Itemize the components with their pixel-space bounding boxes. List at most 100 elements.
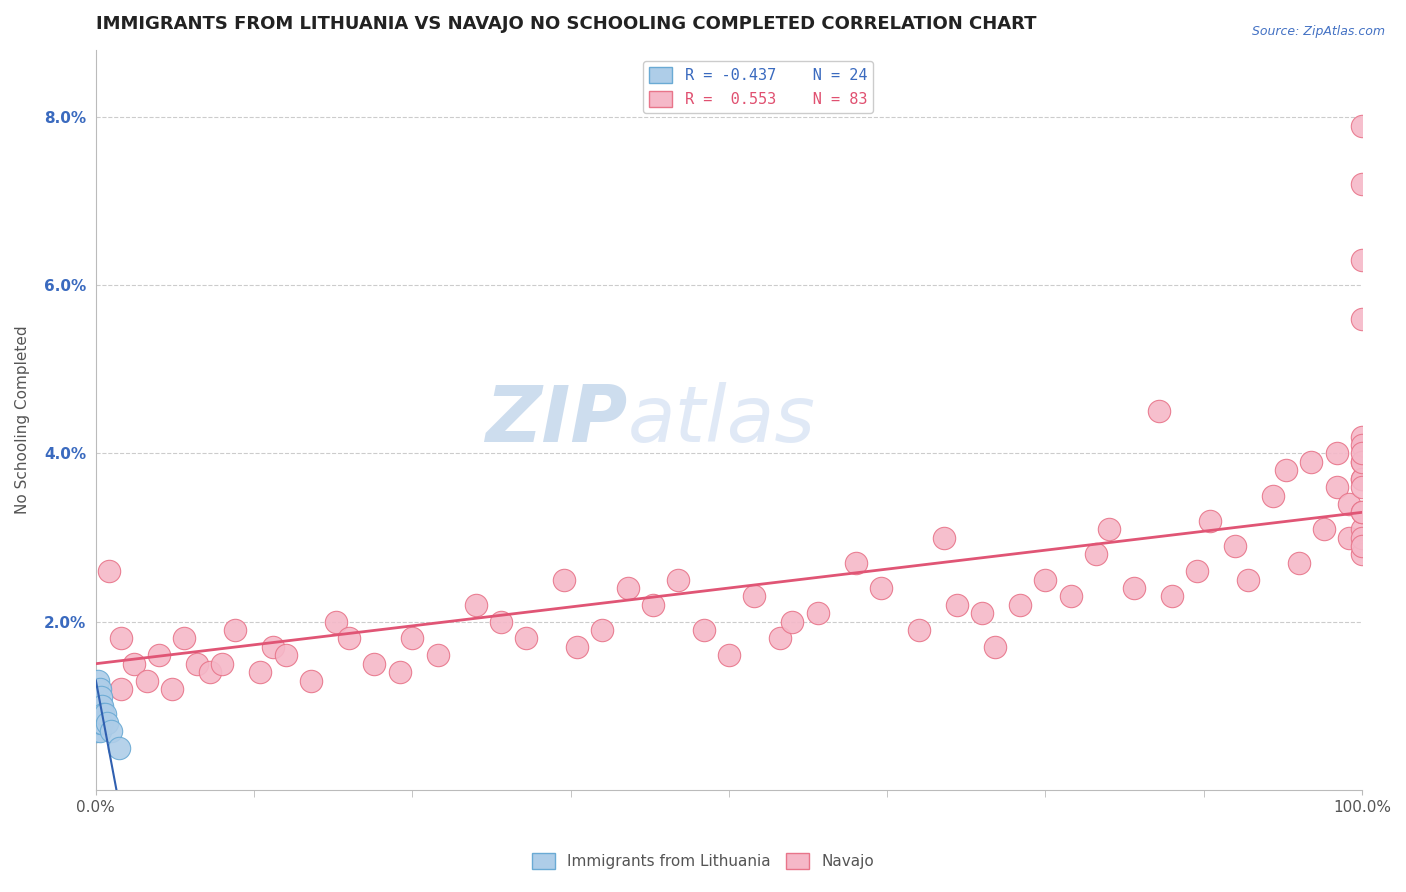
Point: [1351, 472, 1374, 486]
Point: [1199, 514, 1222, 528]
Point: [90, 690, 112, 705]
Point: [274, 648, 297, 663]
Text: atlas: atlas: [627, 382, 815, 458]
Point: [1351, 312, 1374, 326]
Point: [86, 698, 108, 713]
Point: [1339, 497, 1361, 511]
Point: [984, 640, 1007, 654]
Point: [87, 707, 110, 722]
Point: [616, 581, 638, 595]
Point: [173, 632, 195, 646]
Point: [717, 648, 740, 663]
Point: [1351, 505, 1374, 519]
Point: [946, 598, 969, 612]
Point: [1275, 463, 1298, 477]
Point: [591, 623, 613, 637]
Point: [1326, 446, 1348, 460]
Point: [1351, 253, 1374, 268]
Point: [1010, 598, 1032, 612]
Point: [1123, 581, 1146, 595]
Point: [515, 632, 537, 646]
Point: [1187, 564, 1209, 578]
Point: [90, 698, 112, 713]
Point: [122, 657, 145, 671]
Point: [148, 648, 170, 663]
Y-axis label: No Schooling Completed: No Schooling Completed: [15, 326, 30, 514]
Point: [1351, 522, 1374, 536]
Point: [388, 665, 411, 679]
Point: [89, 723, 111, 738]
Point: [1263, 489, 1285, 503]
Point: [1326, 480, 1348, 494]
Point: [1225, 539, 1247, 553]
Point: [806, 606, 828, 620]
Text: ZIP: ZIP: [485, 382, 627, 458]
Point: [135, 673, 157, 688]
Point: [1098, 522, 1121, 536]
Point: [1313, 522, 1336, 536]
Point: [110, 681, 132, 696]
Point: [1351, 472, 1374, 486]
Point: [489, 615, 512, 629]
Point: [96, 715, 118, 730]
Point: [565, 640, 588, 654]
Point: [908, 623, 931, 637]
Point: [86, 681, 108, 696]
Point: [1351, 531, 1374, 545]
Legend: R = -0.437    N = 24, R =  0.553    N = 83: R = -0.437 N = 24, R = 0.553 N = 83: [644, 62, 873, 113]
Point: [1351, 505, 1374, 519]
Point: [325, 615, 347, 629]
Text: Source: ZipAtlas.com: Source: ZipAtlas.com: [1251, 25, 1385, 38]
Point: [299, 673, 322, 688]
Point: [1351, 438, 1374, 452]
Point: [84, 723, 107, 738]
Point: [1161, 590, 1184, 604]
Point: [1149, 404, 1171, 418]
Point: [692, 623, 714, 637]
Point: [426, 648, 449, 663]
Point: [934, 531, 956, 545]
Point: [186, 657, 208, 671]
Point: [1351, 119, 1374, 133]
Point: [211, 657, 233, 671]
Point: [93, 707, 115, 722]
Point: [1351, 446, 1374, 460]
Point: [90, 715, 112, 730]
Point: [464, 598, 486, 612]
Point: [742, 590, 765, 604]
Point: [1339, 531, 1361, 545]
Point: [1288, 556, 1310, 570]
Point: [89, 681, 111, 696]
Point: [363, 657, 385, 671]
Point: [1085, 548, 1108, 562]
Point: [160, 681, 183, 696]
Point: [249, 665, 271, 679]
Point: [1351, 455, 1374, 469]
Point: [91, 698, 114, 713]
Text: IMMIGRANTS FROM LITHUANIA VS NAVAJO NO SCHOOLING COMPLETED CORRELATION CHART: IMMIGRANTS FROM LITHUANIA VS NAVAJO NO S…: [96, 15, 1036, 33]
Point: [93, 707, 115, 722]
Point: [401, 632, 423, 646]
Point: [1237, 573, 1260, 587]
Point: [337, 632, 360, 646]
Point: [844, 556, 866, 570]
Point: [224, 623, 246, 637]
Point: [1351, 539, 1374, 553]
Point: [1060, 590, 1083, 604]
Point: [100, 723, 122, 738]
Point: [86, 715, 108, 730]
Point: [89, 698, 111, 713]
Point: [84, 690, 107, 705]
Point: [553, 573, 575, 587]
Point: [97, 564, 120, 578]
Point: [110, 632, 132, 646]
Point: [780, 615, 803, 629]
Point: [87, 673, 110, 688]
Point: [87, 690, 110, 705]
Point: [1351, 178, 1374, 192]
Point: [91, 715, 114, 730]
Point: [1351, 480, 1374, 494]
Point: [84, 707, 107, 722]
Point: [1301, 455, 1323, 469]
Point: [87, 715, 110, 730]
